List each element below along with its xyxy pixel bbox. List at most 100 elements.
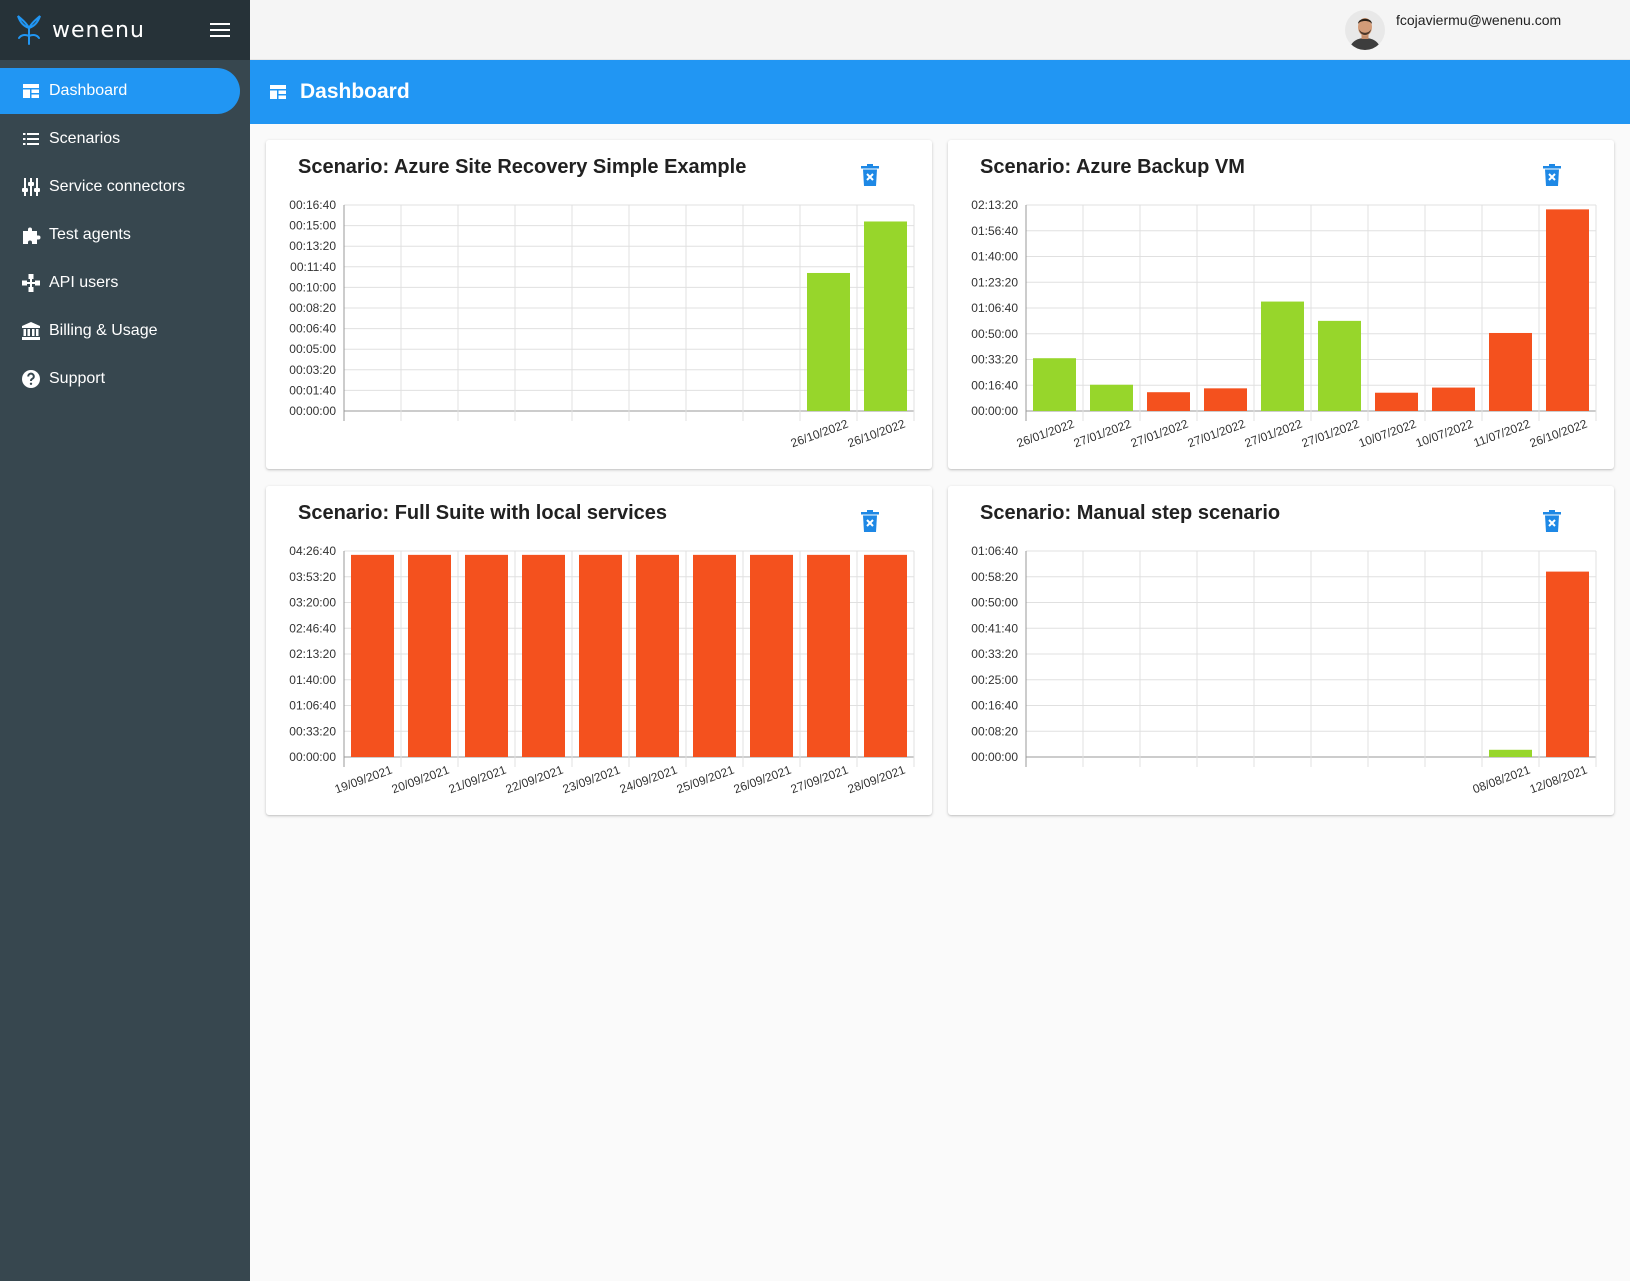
x-tick-label: 27/01/2022 bbox=[1243, 417, 1305, 451]
sidebar-item-label: Test agents bbox=[49, 226, 131, 243]
card-title[interactable]: Scenario: Azure Backup VM bbox=[980, 156, 1245, 178]
x-tick-label: 11/07/2022 bbox=[1472, 417, 1533, 451]
y-tick-label: 00:00:00 bbox=[289, 404, 336, 418]
y-tick-label: 01:06:40 bbox=[289, 699, 336, 713]
y-tick-label: 00:25:00 bbox=[971, 673, 1018, 687]
y-tick-label: 00:15:00 bbox=[289, 219, 336, 233]
x-tick-label: 28/09/2021 bbox=[846, 763, 908, 797]
delete-icon[interactable] bbox=[860, 510, 880, 532]
y-tick-label: 04:26:40 bbox=[289, 544, 336, 558]
bar bbox=[1489, 332, 1532, 411]
page-header: Dashboard bbox=[250, 60, 1630, 124]
bar-chart: 00:00:00 00:16:40 00:33:20 00:50:00 01:06:40… bbox=[971, 198, 1597, 451]
delete-icon[interactable] bbox=[860, 164, 880, 186]
y-tick-label: 00:58:20 bbox=[971, 570, 1018, 584]
sidebar-item-label: Service connectors bbox=[49, 178, 186, 195]
y-tick-label: 03:20:00 bbox=[289, 596, 336, 610]
sidebar-item-dashboard[interactable]: Dashboard bbox=[0, 68, 240, 114]
bar bbox=[1204, 388, 1247, 411]
bar bbox=[1432, 387, 1475, 411]
x-tick-label: 22/09/2021 bbox=[504, 763, 566, 797]
y-tick-label: 01:40:00 bbox=[971, 250, 1018, 264]
y-tick-label: 02:13:20 bbox=[289, 647, 336, 661]
y-tick-label: 00:50:00 bbox=[971, 596, 1018, 610]
sidebar-item-label: Support bbox=[49, 370, 106, 387]
brand-name[interactable]: wenenu bbox=[52, 17, 145, 43]
sidebar-item-service-connectors[interactable]: Service connectors bbox=[0, 164, 240, 210]
scenario-card: Scenario: Azure Site Recovery Simple Exa… bbox=[266, 140, 932, 469]
y-tick-label: 00:16:40 bbox=[289, 198, 336, 212]
avatar[interactable] bbox=[1345, 10, 1385, 50]
card-title[interactable]: Scenario: Azure Site Recovery Simple Exa… bbox=[298, 156, 747, 178]
x-tick-label: 27/09/2021 bbox=[789, 763, 851, 797]
y-tick-label: 00:00:00 bbox=[289, 750, 336, 764]
delete-icon[interactable] bbox=[1542, 164, 1562, 186]
y-tick-label: 00:33:20 bbox=[289, 724, 336, 738]
bar bbox=[1375, 392, 1418, 411]
help-circle-icon bbox=[21, 369, 41, 389]
sidebar-item-api-users[interactable]: API users bbox=[0, 260, 240, 306]
bar bbox=[1261, 301, 1304, 411]
dashboard-icon bbox=[270, 85, 286, 99]
sidebar-item-test-agents[interactable]: Test agents bbox=[0, 212, 240, 258]
y-tick-label: 00:00:00 bbox=[971, 404, 1018, 418]
y-tick-label: 01:06:40 bbox=[971, 544, 1018, 558]
y-tick-label: 00:11:40 bbox=[290, 260, 336, 274]
hamburger-menu-icon[interactable] bbox=[206, 16, 234, 44]
bar bbox=[465, 554, 508, 757]
x-tick-label: 12/08/2021 bbox=[1528, 763, 1590, 797]
puzzle-icon bbox=[21, 225, 41, 245]
x-tick-label: 26/09/2021 bbox=[732, 763, 794, 797]
y-tick-label: 00:16:40 bbox=[971, 699, 1018, 713]
top-bar bbox=[250, 0, 1630, 60]
page-title: Dashboard bbox=[300, 80, 410, 103]
user-email[interactable]: fcojaviermu@wenenu.com bbox=[1396, 12, 1562, 28]
bar bbox=[408, 554, 451, 757]
sidebar-item-support[interactable]: Support bbox=[0, 356, 240, 402]
y-tick-label: 00:13:20 bbox=[289, 239, 336, 253]
y-tick-label: 00:00:00 bbox=[971, 750, 1018, 764]
x-tick-label: 27/01/2022 bbox=[1129, 417, 1191, 451]
wenenu-logo-icon[interactable] bbox=[16, 14, 42, 46]
bar bbox=[864, 221, 907, 411]
bar bbox=[636, 554, 679, 757]
sidebar-item-label: API users bbox=[49, 274, 119, 291]
bar bbox=[1033, 358, 1076, 411]
y-tick-label: 00:01:40 bbox=[289, 383, 336, 397]
bar bbox=[864, 554, 907, 757]
card-title[interactable]: Scenario: Full Suite with local services bbox=[298, 502, 668, 524]
y-tick-label: 01:06:40 bbox=[971, 301, 1018, 315]
x-tick-label: 20/09/2021 bbox=[390, 763, 452, 797]
x-tick-label: 21/09/2021 bbox=[447, 763, 509, 797]
x-tick-label: 26/10/2022 bbox=[789, 417, 851, 451]
scenario-card: Scenario: Manual step scenario 00:00:00 0… bbox=[948, 486, 1614, 815]
x-tick-label: 10/07/2022 bbox=[1414, 417, 1476, 451]
y-tick-label: 00:10:00 bbox=[289, 280, 336, 294]
y-tick-label: 00:05:00 bbox=[289, 342, 336, 356]
y-tick-label: 00:08:20 bbox=[289, 301, 336, 315]
sliders-icon bbox=[21, 177, 41, 197]
network-icon bbox=[21, 273, 41, 293]
y-tick-label: 00:33:20 bbox=[971, 353, 1018, 367]
card-title[interactable]: Scenario: Manual step scenario bbox=[980, 502, 1281, 524]
y-tick-label: 00:16:40 bbox=[971, 378, 1018, 392]
y-tick-label: 00:50:00 bbox=[971, 327, 1018, 341]
y-tick-label: 00:33:20 bbox=[971, 647, 1018, 661]
sidebar: wenenu Dashboard Scenarios Service conne… bbox=[0, 0, 250, 1281]
y-tick-label: 02:46:40 bbox=[289, 621, 336, 635]
sidebar-header: wenenu bbox=[0, 0, 250, 60]
y-tick-label: 03:53:20 bbox=[289, 570, 336, 584]
bar bbox=[693, 554, 736, 757]
x-tick-label: 26/01/2022 bbox=[1015, 417, 1077, 451]
sidebar-item-billing-usage[interactable]: Billing & Usage bbox=[0, 308, 240, 354]
bar bbox=[1546, 209, 1589, 411]
bar bbox=[750, 554, 793, 757]
x-tick-label: 27/01/2022 bbox=[1072, 417, 1134, 451]
x-tick-label: 08/08/2021 bbox=[1471, 763, 1533, 797]
sidebar-item-scenarios[interactable]: Scenarios bbox=[0, 116, 240, 162]
bar bbox=[807, 272, 850, 411]
x-tick-label: 26/10/2022 bbox=[846, 417, 908, 451]
sidebar-item-label: Dashboard bbox=[49, 82, 128, 99]
delete-icon[interactable] bbox=[1542, 510, 1562, 532]
bar bbox=[579, 554, 622, 757]
